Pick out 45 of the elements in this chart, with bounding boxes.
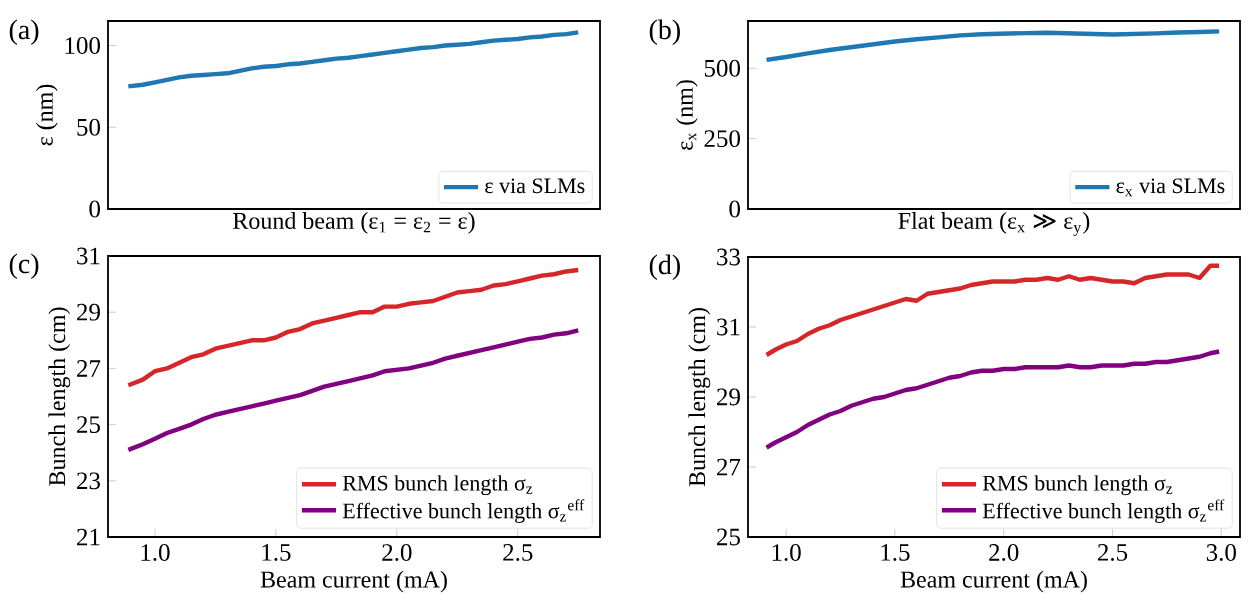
y-tick-label: 27 [717, 458, 741, 476]
y-tick-label: 25 [717, 528, 740, 546]
y-tick-label: 31 [77, 247, 100, 265]
x-tick-label: 1.0 [772, 544, 801, 562]
x-tick-label: 1.0 [141, 544, 170, 562]
x-tick-label: 3.0 [1206, 544, 1236, 562]
y-tick-label: 250 [704, 130, 740, 148]
y-axis-title: Bunch length (cm) [688, 308, 711, 487]
legend-label: ε$_{x}$ via SLMs [1116, 178, 1225, 197]
legend-label: Effective bunch length σ$_{z}$eff [342, 499, 585, 523]
text: (a) [9, 19, 39, 45]
y-tick-label: 0 [729, 200, 740, 218]
y-tick-label: 500 [704, 59, 740, 77]
legend-label: RMS bunch length σ$_{z}$ [982, 475, 1173, 496]
text: (b) [649, 19, 680, 45]
y-tick-label: 21 [77, 528, 100, 546]
y-tick-label: 25 [77, 416, 100, 434]
x-tick-label: 2.0 [382, 544, 412, 562]
y-tick-label: 33 [717, 248, 740, 266]
x-axis-title: Flat beam (ε$_{x}$ ≫ ε$_{y}$) [898, 212, 1090, 236]
y-axis-title: ε$_{x}$ (nm) [675, 80, 698, 150]
y-tick-label: 100 [65, 37, 100, 54]
y-axis-title: Bunch length (cm) [48, 307, 71, 486]
x-axis-title: Beam current (mA) [260, 570, 447, 593]
x-tick-label: 2.5 [1097, 544, 1128, 561]
y-tick-label: 0 [89, 200, 100, 218]
y-tick-label: 29 [77, 303, 100, 321]
legend-label: ε via SLMs [485, 178, 585, 194]
y-tick-label: 50 [77, 118, 100, 136]
x-axis-title: Round beam (ε$_{1}$ = ε$_{2}$ = ε) [233, 212, 475, 234]
y-tick-label: 29 [717, 388, 740, 406]
y-axis-title: ε (nm) [35, 84, 58, 146]
legend-label: Effective bunch length σ$_{z}$eff [982, 499, 1225, 523]
line-series [126, 30, 581, 89]
y-tick-label: 27 [77, 360, 101, 377]
text: (c) [9, 253, 39, 279]
y-tick-label: 23 [77, 472, 100, 490]
x-tick-label: 2.5 [503, 544, 533, 561]
legend-label: RMS bunch length σ$_{z}$ [342, 475, 533, 496]
text: (d) [649, 254, 680, 280]
x-tick-label: 1.5 [881, 544, 910, 561]
y-tick-label: 31 [717, 318, 740, 336]
x-tick-label: 1.5 [262, 544, 291, 561]
x-axis-title: Beam current (mA) [900, 570, 1087, 593]
x-tick-label: 2.0 [989, 544, 1019, 562]
